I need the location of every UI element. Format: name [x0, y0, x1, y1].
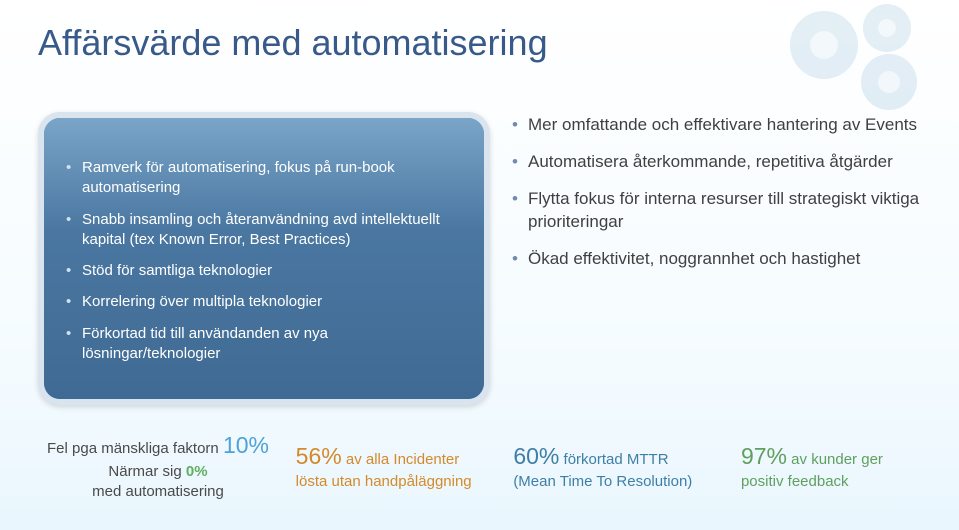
right-item: Mer omfattande och effektivare hantering… [512, 114, 932, 137]
stats-row: Fel pga mänskliga faktorn 10% Närmar sig… [38, 430, 921, 502]
left-item: Förkortad tid till användanden av nya lö… [66, 324, 462, 365]
stat-mttr: 60% förkortad MTTR (Mean Time To Resolut… [513, 441, 723, 492]
stat-feedback: 97% av kunder ger positiv feedback [741, 441, 921, 492]
left-item: Stöd för samtliga teknologier [66, 261, 462, 281]
stat-human-error: Fel pga mänskliga faktorn 10% Närmar sig… [38, 430, 278, 502]
stat-incidents: 56% av alla Incidenter lösta utan handpå… [296, 441, 496, 492]
slide: Affärsvärde med automatisering Ramverk f… [0, 0, 959, 530]
right-item: Flytta fokus för interna resurser till s… [512, 188, 932, 234]
right-item: Ökad effektivitet, noggrannhet och hasti… [512, 248, 932, 271]
left-panel: Ramverk för automatisering, fokus på run… [38, 112, 490, 405]
slide-title: Affärsvärde med automatisering [38, 22, 548, 64]
gears-decoration [769, 0, 949, 120]
right-panel: Mer omfattande och effektivare hantering… [512, 114, 932, 285]
left-item: Ramverk för automatisering, fokus på run… [66, 158, 462, 199]
right-item: Automatisera återkommande, repetitiva åt… [512, 151, 932, 174]
left-item: Snabb insamling och återanvändning avd i… [66, 210, 462, 251]
left-item: Korrelering över multipla teknologier [66, 292, 462, 312]
